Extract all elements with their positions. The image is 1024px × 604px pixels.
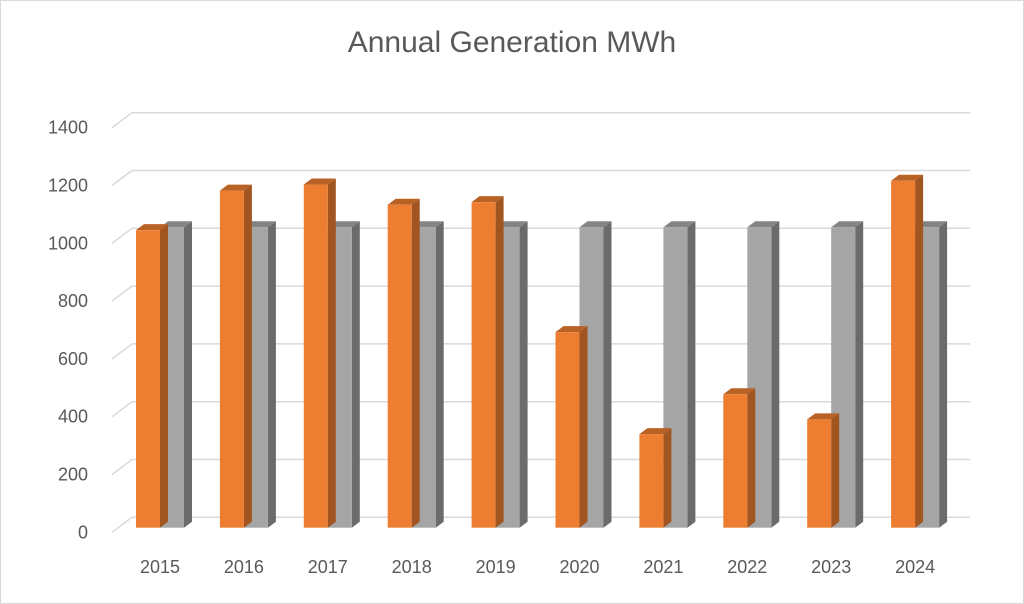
bar-side (411, 198, 420, 528)
bar-top (747, 221, 780, 228)
y-tick-label: 200 (58, 465, 88, 485)
x-tick-label: 2016 (224, 557, 264, 577)
bar-2022-series1 (723, 394, 748, 528)
y-tick-label: 1200 (48, 176, 88, 196)
x-tick-label: 2017 (308, 557, 348, 577)
bar-2023-series1 (807, 419, 832, 528)
gridline-side (111, 227, 133, 244)
y-tick-label: 1400 (48, 118, 88, 138)
x-tick-label: 2022 (727, 557, 767, 577)
bar-side (160, 224, 168, 528)
bar-top (219, 184, 252, 191)
gridline-side (111, 401, 133, 418)
bar-top (387, 198, 420, 205)
bar-top (136, 224, 168, 231)
bar-top (639, 428, 672, 435)
bar-side (519, 221, 528, 528)
y-tick-label: 1000 (48, 233, 88, 253)
bar-2020-series1 (555, 332, 580, 528)
bar-side (243, 184, 252, 528)
bar-top (807, 413, 840, 420)
x-tick-label: 2019 (476, 557, 516, 577)
y-tick-label: 400 (58, 407, 88, 427)
gridline-side (111, 458, 133, 476)
bar-side (831, 413, 840, 528)
gridline-side (111, 285, 133, 302)
bar-top (579, 221, 612, 228)
x-tick-label: 2018 (392, 557, 432, 577)
bar-2019-series1 (471, 202, 496, 528)
bar-side (855, 221, 864, 528)
gridline-side (111, 516, 133, 533)
bar-side (771, 221, 780, 528)
bar-side (267, 221, 276, 528)
bar-top (891, 174, 924, 181)
bar-top (555, 326, 588, 333)
bar-2016-series1 (219, 190, 244, 528)
y-tick-label: 600 (58, 349, 88, 369)
gridline-side (111, 169, 133, 187)
bar-side (915, 174, 924, 528)
bar-side (579, 326, 588, 528)
x-tick-label: 2021 (643, 557, 683, 577)
bar-2018-series1 (387, 204, 412, 528)
bar-top (303, 178, 336, 185)
bar-top (723, 388, 756, 395)
x-tick-label: 2015 (140, 557, 180, 577)
y-tick-label: 800 (58, 291, 88, 311)
bar-2021-series1 (639, 434, 664, 528)
bar-side (603, 221, 612, 528)
bar-side (687, 221, 696, 528)
bar-top (663, 221, 696, 228)
bar-2017-series1 (303, 184, 328, 528)
chart-title: Annual Generation MWh (347, 26, 677, 59)
bar-top (471, 196, 504, 203)
bar-side (663, 428, 672, 528)
bar-top (831, 221, 864, 228)
bar-2024-series1 (891, 180, 916, 528)
bar-side (495, 196, 504, 528)
bar-side (939, 221, 948, 528)
bar-side (327, 178, 336, 528)
x-tick-label: 2023 (811, 557, 851, 577)
bar-side (435, 221, 444, 528)
bar-side (184, 221, 192, 528)
bar-side (351, 221, 360, 528)
bar-side (747, 388, 756, 528)
gridline-side (111, 343, 133, 360)
y-tick-label: 0 (78, 522, 88, 542)
gridline-side (111, 112, 133, 129)
bar-2015-series1 (136, 230, 160, 528)
x-tick-label: 2024 (895, 557, 935, 577)
x-tick-label: 2020 (559, 557, 599, 577)
